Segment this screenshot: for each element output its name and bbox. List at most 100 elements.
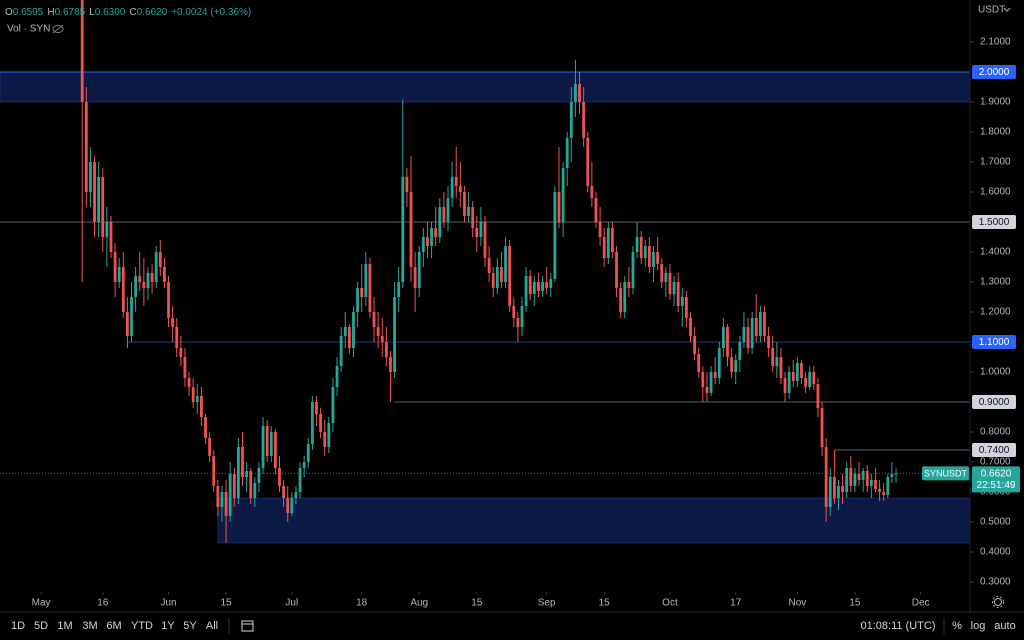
candle-body	[265, 426, 269, 457]
percent-button[interactable]: %	[952, 620, 962, 632]
candle-body	[569, 102, 573, 139]
candle-body	[269, 432, 273, 457]
date-range-icon[interactable]	[241, 620, 254, 632]
candle-body	[549, 279, 553, 289]
candle-body	[405, 177, 409, 193]
candle-body	[643, 246, 647, 259]
candle-body	[463, 192, 466, 217]
candle-body	[689, 318, 692, 337]
candle-body	[310, 402, 314, 445]
clock[interactable]: 01:08:11 (UTC)	[861, 620, 936, 632]
candle-body	[282, 486, 286, 499]
range-button[interactable]: 1Y	[161, 620, 175, 632]
candle-body	[208, 438, 212, 457]
candle-body	[253, 483, 257, 499]
candle-body	[800, 363, 803, 379]
candle-body	[401, 177, 405, 283]
candle-body	[652, 252, 655, 268]
candle-body	[882, 492, 886, 496]
auto-button[interactable]: auto	[994, 620, 1015, 632]
hide-icon[interactable]	[52, 24, 64, 34]
candle-body	[639, 237, 643, 259]
candle-body	[421, 237, 425, 253]
candle-body	[845, 468, 849, 493]
candle-body	[767, 336, 771, 349]
range-button[interactable]: 5D	[34, 620, 48, 632]
candle-body	[721, 327, 725, 349]
candle-body	[504, 246, 507, 283]
ohlc-value: 0.6785	[55, 7, 86, 18]
candle-body	[676, 282, 680, 307]
candle-body	[430, 228, 433, 247]
candle-body	[413, 267, 417, 289]
candle-body	[220, 492, 224, 508]
candle-body	[454, 177, 458, 187]
y-tick-label: 0.5000	[980, 517, 1011, 528]
currency-dropdown-icon[interactable]	[1003, 7, 1011, 12]
candle-body	[372, 312, 376, 328]
candle-body	[820, 408, 824, 448]
log-button[interactable]: log	[971, 620, 986, 632]
candle-body	[520, 306, 524, 328]
candle-body	[146, 273, 150, 289]
settings-icon[interactable]	[992, 596, 1004, 608]
candle-body	[619, 288, 623, 313]
y-tick-label: 1.4000	[980, 247, 1011, 258]
level-badge-label: 1.5000	[979, 217, 1010, 228]
y-tick-label: 1.6000	[980, 187, 1011, 198]
candle-body	[487, 258, 491, 274]
candle-body	[561, 168, 565, 223]
range-button[interactable]: 6M	[106, 620, 121, 632]
currency-label[interactable]: USDT	[978, 5, 1005, 16]
ohlc-label: H	[47, 7, 54, 18]
x-tick-label: Nov	[788, 598, 806, 609]
candle-body	[187, 378, 191, 388]
candle-body	[417, 252, 421, 289]
zone	[217, 497, 970, 544]
candle-body	[327, 423, 331, 448]
y-tick-label: 1.3000	[980, 277, 1011, 288]
candle-body	[709, 372, 713, 394]
candle-body	[179, 348, 183, 358]
candle-body	[204, 417, 207, 439]
y-tick-label: 0.8000	[980, 427, 1011, 438]
range-button[interactable]: 5Y	[183, 620, 197, 632]
candle-body	[212, 456, 216, 487]
range-button[interactable]: 3M	[82, 620, 97, 632]
candle-body	[668, 273, 672, 295]
candle-body	[89, 162, 92, 193]
candle-body	[154, 252, 158, 283]
last-price-badge	[972, 466, 1020, 493]
candle-body	[808, 372, 812, 388]
candle-body	[278, 468, 281, 487]
candle-body	[791, 372, 795, 382]
candle-body	[874, 480, 877, 490]
candle-body	[397, 282, 401, 298]
candle-body	[853, 474, 857, 487]
candle-body	[483, 222, 487, 259]
range-button[interactable]: All	[206, 620, 218, 632]
candle-body	[446, 198, 450, 223]
candle-body	[491, 273, 495, 289]
candle-body	[343, 327, 347, 337]
candle-body	[302, 462, 306, 469]
level-badge	[972, 395, 1016, 410]
y-tick-label: 0.4000	[980, 547, 1011, 558]
candle-body	[615, 252, 618, 289]
y-tick-label: 1.8000	[980, 127, 1011, 138]
legend: O0.6595 H0.6785 L0.6300 C0.6620 +0.0024 (+0.…	[5, 7, 251, 18]
candle-body	[541, 282, 544, 292]
candle-body	[886, 477, 890, 496]
range-button[interactable]: 1M	[57, 620, 72, 632]
candle-body	[804, 378, 807, 388]
candle-body	[368, 264, 372, 313]
x-tick-label: Jun	[160, 598, 176, 609]
level-badge	[972, 335, 1016, 350]
candle-body	[294, 492, 298, 499]
candle-body	[717, 348, 721, 379]
candle-body	[352, 312, 355, 349]
range-button[interactable]: YTD	[131, 620, 153, 632]
range-button[interactable]: 1D	[11, 620, 25, 632]
candle-body	[323, 432, 327, 448]
candle-body	[450, 177, 454, 199]
